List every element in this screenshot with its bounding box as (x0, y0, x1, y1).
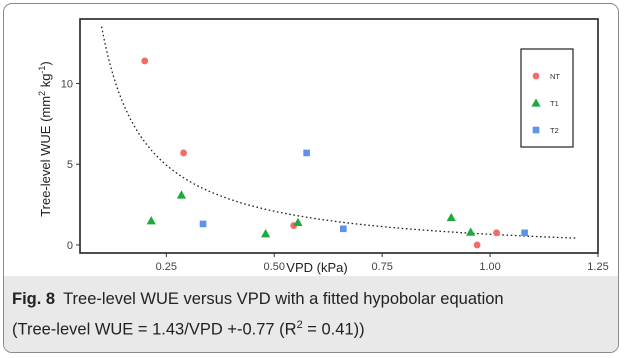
x-axis-label: VPD (kPa) (286, 260, 347, 275)
legend-box (520, 48, 574, 148)
legend-label-t1: T1 (550, 99, 559, 108)
data-point-t2 (521, 229, 528, 237)
plot-border (79, 18, 599, 254)
legend-label-t2: T2 (550, 126, 559, 135)
data-point-t2 (303, 149, 310, 157)
caption-line2-prefix: (Tree-level WUE = 1.43/VPD +-0.77 (R (12, 320, 297, 339)
legend-key-t1 (531, 98, 541, 107)
data-point-t2 (199, 220, 207, 228)
data-point-t1 (446, 212, 456, 222)
data-point-t1 (261, 229, 271, 238)
plot-area: 0.25 0.50 0.75 1.00 1.25 0 5 10 NT T1 T2 (61, 18, 609, 273)
data-point-nt (473, 241, 481, 249)
caption-band (4, 276, 618, 352)
scatter-chart: 0.25 0.50 0.75 1.00 1.25 0 5 10 NT T1 T2 VPD (kPa)… (37, 18, 609, 275)
x-tick-label: 1.00 (479, 261, 500, 273)
y-tick-label: 5 (67, 159, 73, 171)
data-point-nt (493, 229, 500, 237)
data-point-nt (141, 57, 149, 65)
caption-superscript: 2 (296, 319, 303, 331)
data-point-t1 (176, 190, 187, 199)
caption-label: Fig. 8 (12, 290, 56, 308)
data-point-t1 (293, 217, 303, 227)
caption-line2-suffix: = 0.41)) (302, 320, 365, 339)
data-point-t1 (146, 216, 156, 225)
caption-line1: Tree-level WUE versus VPD with a fitted … (63, 290, 504, 308)
y-axis-label: Tree-level WUE (mm2 kg-1) (37, 61, 53, 217)
data-point-t2 (340, 225, 347, 233)
x-tick-label: 1.25 (587, 261, 608, 273)
figure-frame: 0.25 0.50 0.75 1.00 1.25 0 5 10 NT T1 T2 VPD (kPa)… (3, 3, 619, 353)
data-point-t1 (466, 227, 476, 236)
y-tick-label: 0 (67, 240, 73, 252)
legend-label-nt: NT (550, 72, 560, 81)
x-tick-label: 0.25 (156, 261, 177, 273)
legend-key-t2 (532, 126, 540, 134)
legend-key-nt (532, 72, 540, 80)
x-tick-label: 0.75 (371, 261, 392, 273)
data-point-nt (180, 149, 188, 157)
fitted-curve (100, 26, 577, 239)
figure-caption: Fig. 8 Tree-level WUE versus VPD with a f… (12, 286, 612, 343)
y-tick-label: 10 (61, 79, 73, 91)
x-tick-label: 0.50 (264, 261, 285, 273)
